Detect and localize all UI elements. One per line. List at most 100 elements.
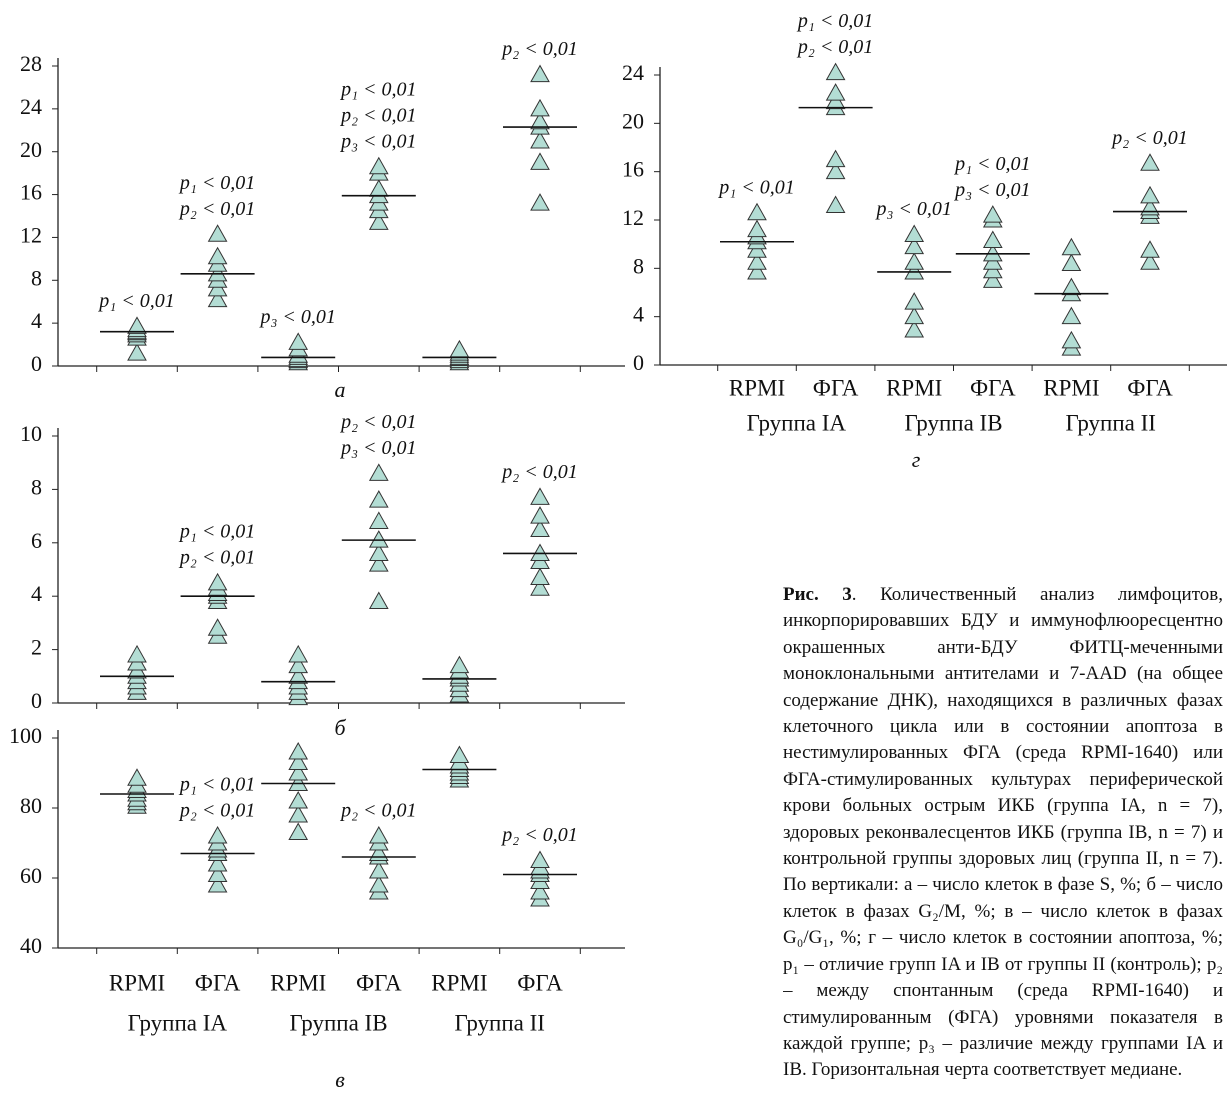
point [530, 567, 550, 586]
y-tick-label: 4 [633, 302, 644, 327]
point [207, 825, 228, 844]
point [825, 195, 846, 213]
y-tick-label: 16 [622, 157, 644, 182]
point [368, 490, 389, 508]
point [368, 543, 389, 561]
point [747, 202, 767, 221]
group-label: Группа IB [904, 410, 1002, 435]
x-tick-label: ФГА [356, 970, 402, 995]
point [1061, 306, 1082, 325]
point [747, 252, 767, 270]
point [530, 881, 550, 900]
point [449, 655, 470, 674]
annotation: p₁ < 0,01 [796, 10, 873, 32]
y-tick-label: 6 [31, 528, 42, 553]
point [207, 224, 228, 242]
point [530, 152, 550, 170]
annotation: p₂ < 0,01 [178, 198, 255, 220]
annotation: p₃ < 0,01 [258, 306, 335, 328]
point [1140, 185, 1160, 204]
point [1140, 153, 1160, 171]
group-label: Группа II [1065, 410, 1155, 435]
point [530, 111, 550, 130]
point [127, 316, 147, 334]
y-tick-label: 60 [20, 863, 42, 888]
point [1061, 237, 1082, 256]
annotation: p₂ < 0,01 [178, 800, 255, 822]
annotation: p₂ < 0,01 [500, 824, 577, 846]
point [288, 332, 309, 350]
point [904, 252, 925, 270]
annotation: p₁ < 0,01 [178, 172, 255, 194]
point [368, 825, 389, 844]
point [825, 62, 846, 81]
point [530, 506, 550, 524]
point [1140, 240, 1160, 258]
point [207, 864, 228, 882]
y-tick-label: 8 [31, 474, 42, 499]
point [530, 193, 550, 211]
point [530, 487, 550, 505]
point [747, 219, 767, 238]
y-tick-label: 12 [20, 222, 42, 247]
point [207, 246, 228, 265]
y-tick-label: 20 [622, 108, 644, 133]
y-tick-label: 12 [622, 205, 644, 230]
point [288, 790, 309, 809]
x-tick-label: RPMI [109, 970, 165, 995]
annotation: p₁ < 0,01 [339, 78, 416, 100]
annotation: p₂ < 0,01 [178, 546, 255, 568]
annotation: p₃ < 0,01 [339, 437, 416, 459]
y-tick-label: 80 [20, 793, 42, 818]
annotation: p₁ < 0,01 [97, 290, 174, 312]
point [368, 860, 389, 879]
point [825, 161, 846, 180]
point [530, 850, 550, 868]
annotation: p₂ < 0,01 [500, 38, 577, 60]
x-tick-label: ФГА [1127, 375, 1173, 400]
point [288, 773, 309, 791]
y-tick-label: 20 [20, 137, 42, 162]
y-tick-label: 28 [20, 51, 42, 76]
y-tick-label: 8 [31, 265, 42, 290]
point [982, 230, 1003, 249]
point [207, 278, 228, 297]
panel-label: б [334, 715, 346, 740]
point [288, 644, 309, 663]
point [904, 224, 925, 242]
x-tick-label: RPMI [886, 375, 942, 400]
point [825, 83, 846, 101]
panel-label: а [335, 377, 346, 402]
point [1061, 330, 1082, 349]
annotation: p₂ < 0,01 [500, 461, 577, 483]
point [904, 292, 925, 310]
group-label: Группа IA [128, 1010, 228, 1035]
annotation: p₁ < 0,01 [178, 520, 255, 542]
y-tick-label: 4 [31, 581, 42, 606]
point [747, 261, 767, 280]
point [449, 745, 470, 763]
x-tick-label: ФГА [813, 375, 859, 400]
caption-text: . Количественный анализ лимфоцитов, инко… [783, 584, 1223, 1081]
point [530, 98, 550, 117]
x-tick-label: RPMI [270, 970, 326, 995]
annotation: p₂ < 0,01 [339, 800, 416, 822]
panel-label: г [912, 447, 921, 472]
point [207, 289, 228, 308]
point [1140, 252, 1160, 270]
point [904, 306, 925, 325]
point [530, 519, 550, 537]
group-label: Группа II [454, 1010, 544, 1035]
point [904, 319, 925, 338]
y-tick-label: 0 [633, 350, 644, 375]
y-tick-label: 4 [31, 308, 42, 333]
point [288, 822, 309, 840]
x-tick-label: ФГА [970, 375, 1016, 400]
y-tick-label: 16 [20, 180, 42, 205]
x-tick-label: RPMI [431, 970, 487, 995]
y-tick-label: 10 [20, 421, 42, 446]
point [288, 752, 309, 770]
point [904, 261, 925, 280]
point [207, 263, 228, 282]
annotation: p₃ < 0,01 [874, 198, 951, 220]
